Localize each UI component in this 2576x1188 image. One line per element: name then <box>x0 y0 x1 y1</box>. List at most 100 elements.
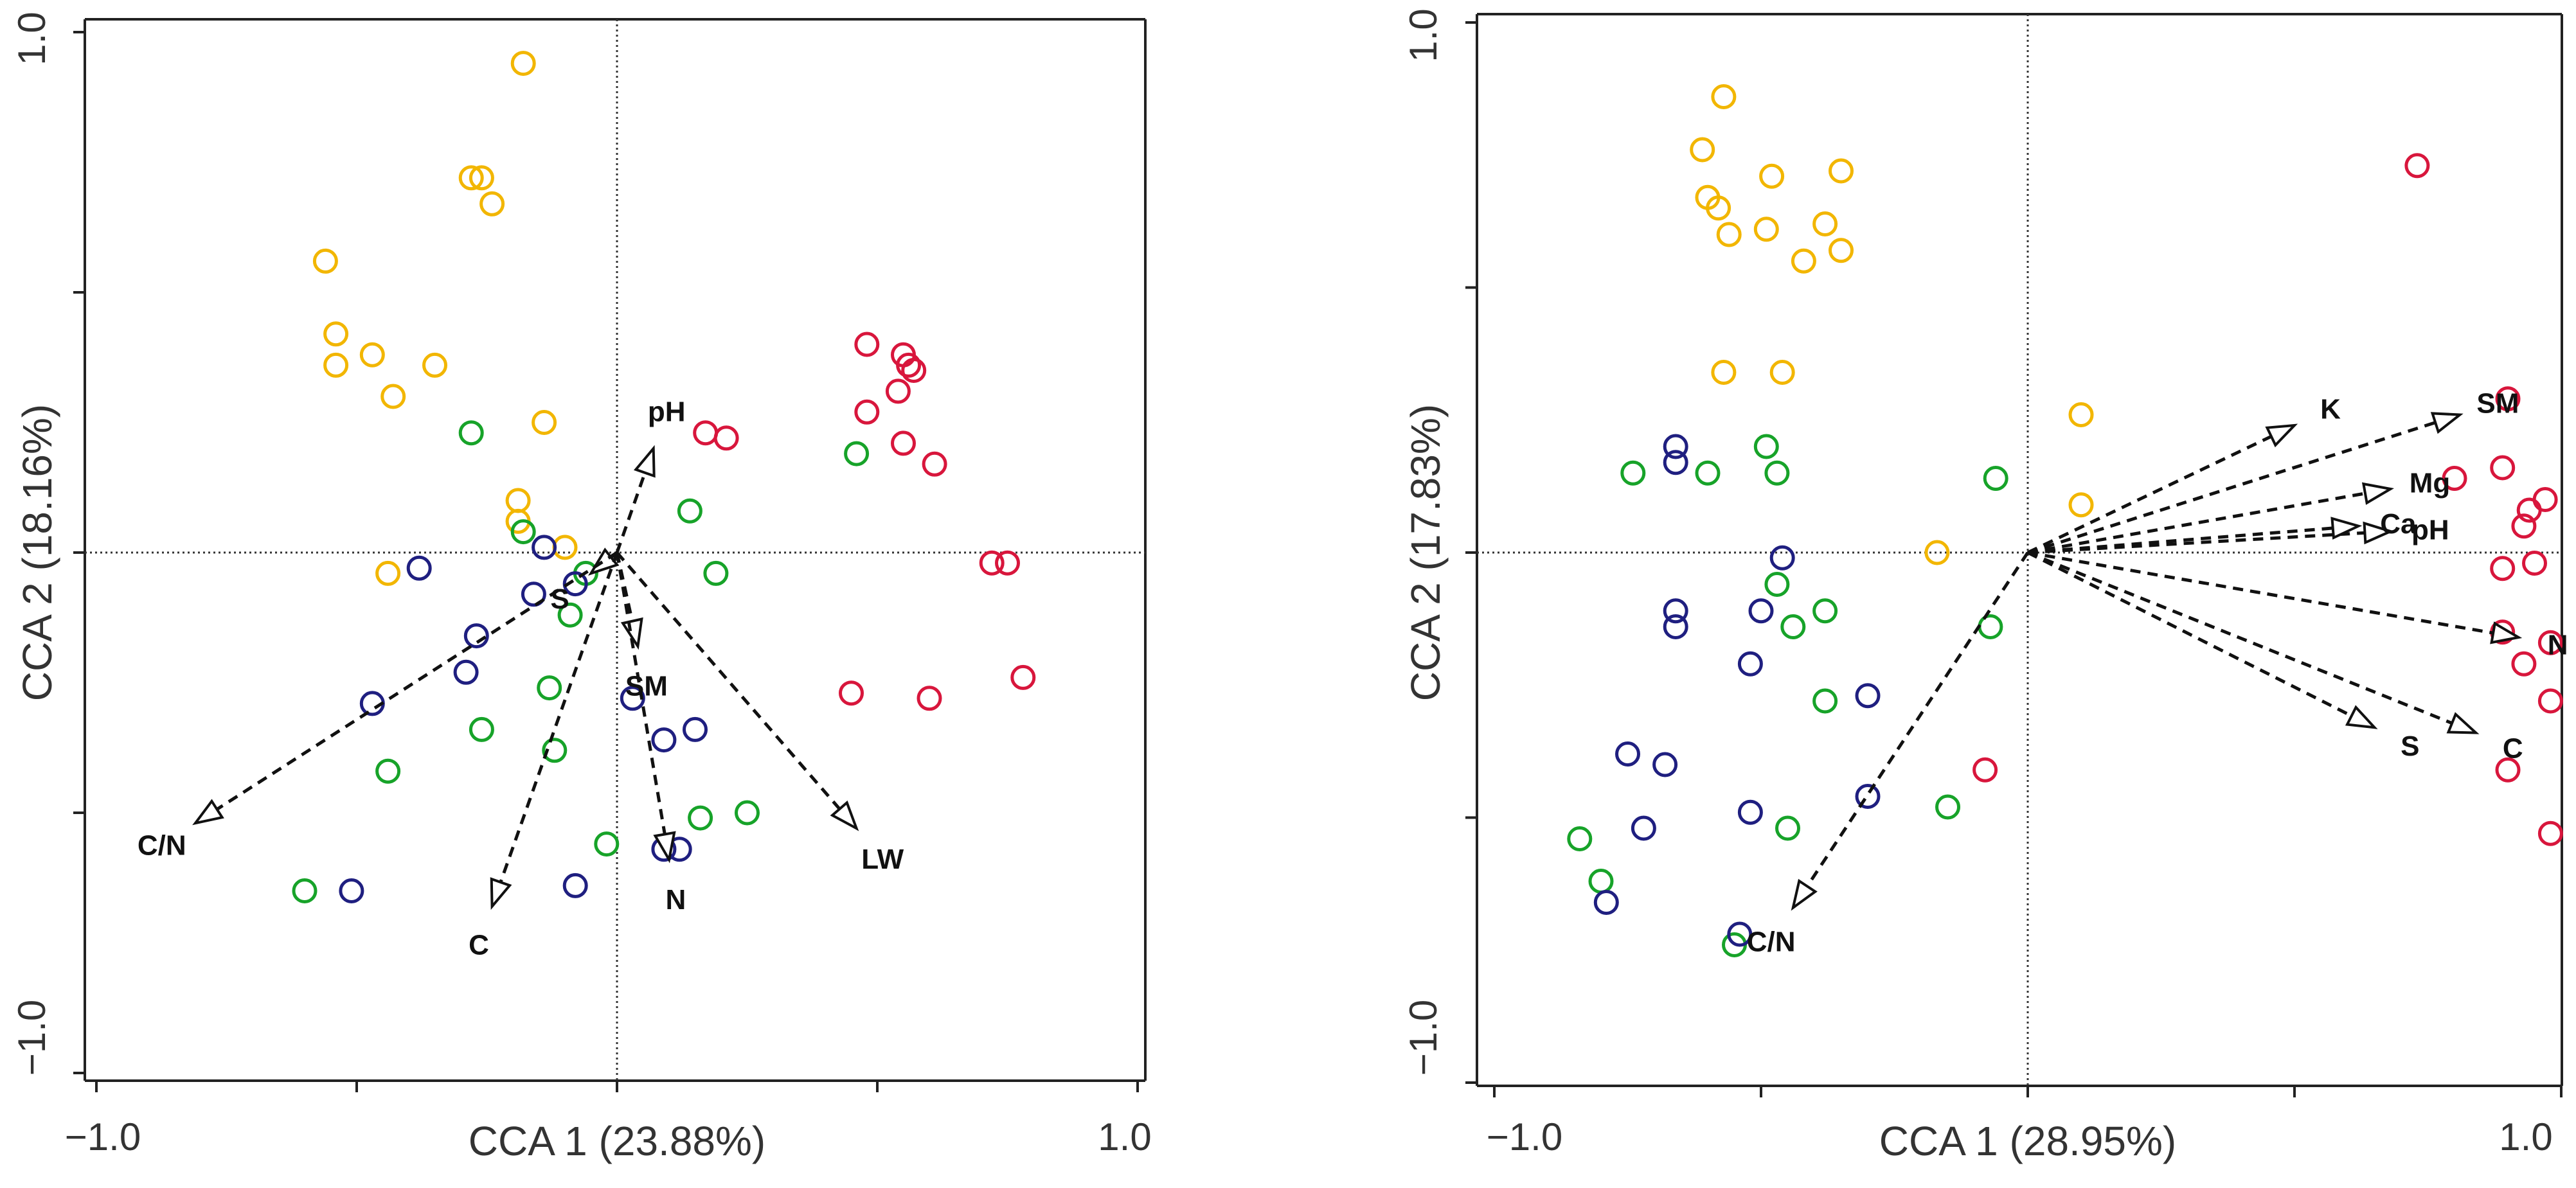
vector-line <box>2027 551 2494 635</box>
site-point-green <box>1812 688 1838 714</box>
site-point-green <box>1567 826 1593 851</box>
site-point-blue <box>1769 545 1795 571</box>
site-point-blue <box>406 555 432 581</box>
site-point-yellow <box>505 488 531 513</box>
site-point-red <box>2537 630 2563 655</box>
site-point-red <box>839 680 864 706</box>
site-point-red <box>2537 820 2563 846</box>
site-point-green <box>375 758 401 784</box>
site-point-red <box>713 425 739 451</box>
site-point-blue <box>1737 799 1763 825</box>
site-point-blue <box>1727 921 1753 947</box>
vector-label: Mg <box>2410 467 2451 499</box>
site-point-yellow <box>532 410 557 435</box>
site-point-green <box>469 716 494 742</box>
site-point-yellow <box>323 352 349 378</box>
vector-label: C/N <box>1747 926 1796 957</box>
site-point-yellow <box>422 352 447 378</box>
site-point-yellow <box>2068 492 2094 518</box>
site-point-yellow <box>469 165 494 191</box>
y-tick-label-min: −1.0 <box>10 1000 53 1076</box>
site-point-yellow <box>1769 360 1795 385</box>
site-point-green <box>735 800 760 826</box>
vector-label: LW <box>861 844 904 875</box>
site-point-red <box>2522 551 2547 576</box>
site-point-green <box>1620 460 1646 486</box>
vector-label: S <box>550 583 569 615</box>
site-point-blue <box>521 581 546 607</box>
y-tick-label-max: 1.0 <box>1402 8 1445 62</box>
site-point-red <box>693 420 719 446</box>
left-panel: CCA 1 (23.88%) CCA 2 (18.16%) −1.0 1.0 1… <box>10 12 1152 1164</box>
vector-arrowhead <box>1791 878 1818 911</box>
site-point-yellow <box>1829 158 1854 184</box>
site-point-blue <box>1663 450 1688 475</box>
site-point-red <box>1010 664 1036 690</box>
site-point-red <box>2537 688 2563 714</box>
site-point-blue <box>1593 890 1619 915</box>
vector-arrowhead <box>2361 482 2395 505</box>
site-point-yellow <box>359 342 385 368</box>
site-point-yellow <box>1812 211 1838 236</box>
vector-line <box>615 552 634 622</box>
site-point-green <box>537 675 562 701</box>
site-point-green <box>1753 434 1779 459</box>
vector-line <box>2027 526 2333 554</box>
vector-label: C/N <box>138 830 186 862</box>
vector-label: N <box>2548 630 2568 661</box>
site-point-yellow <box>1706 195 1731 221</box>
site-point-yellow <box>458 165 484 191</box>
site-point-blue <box>532 535 557 560</box>
site-point-red <box>854 399 880 425</box>
site-point-blue <box>1663 434 1688 459</box>
site-point-yellow <box>1711 360 1737 385</box>
vector-label: SM <box>2476 388 2519 420</box>
site-point-green <box>1588 869 1614 894</box>
site-point-red <box>891 430 916 456</box>
site-point-green <box>1983 466 2008 491</box>
vector-arrowhead <box>2446 712 2480 734</box>
vector-label: C <box>469 929 489 961</box>
x-tick-label-max: 1.0 <box>1098 1115 1151 1158</box>
site-point-blue <box>1663 598 1688 624</box>
site-point-yellow <box>1829 238 1854 263</box>
site-point-green <box>510 519 536 545</box>
site-point-green <box>557 602 583 628</box>
site-point-blue <box>1663 614 1688 639</box>
site-point-blue <box>1855 784 1881 809</box>
site-point-red <box>854 332 880 357</box>
vector-label: SM <box>625 670 668 702</box>
vector-line <box>616 551 841 810</box>
site-point-green <box>703 560 729 586</box>
vector-label: N <box>665 884 686 916</box>
vector-arrowhead <box>192 799 224 826</box>
vector-arrowhead <box>2363 521 2395 545</box>
site-point-red <box>1972 757 1998 783</box>
site-point-blue <box>683 716 708 742</box>
site-point-green <box>594 831 620 857</box>
site-point-yellow <box>1791 248 1816 274</box>
site-point-blue <box>620 686 645 711</box>
site-point-green <box>1812 598 1838 624</box>
site-point-yellow <box>2068 402 2094 427</box>
site-point-green <box>1775 815 1800 841</box>
site-point-yellow <box>1924 540 1950 565</box>
site-point-blue <box>1631 815 1656 841</box>
x-axis-label: CCA 1 (28.95%) <box>1879 1118 2176 1164</box>
x-tick-label-min: −1.0 <box>1487 1115 1562 1158</box>
site-point-yellow <box>375 560 401 586</box>
vector-arrowhead <box>2490 621 2523 644</box>
site-point-green <box>677 498 702 524</box>
site-point-blue <box>562 571 588 597</box>
vector-label: pH <box>648 396 686 427</box>
site-point-blue <box>1737 651 1763 677</box>
site-point-green <box>1695 460 1721 486</box>
site-point-yellow <box>1716 222 1742 247</box>
vector-label: Ca <box>2380 508 2417 540</box>
x-tick-label-max: 1.0 <box>2499 1115 2552 1158</box>
site-point-red <box>995 550 1020 576</box>
site-point-yellow <box>323 321 349 347</box>
site-point-green <box>1978 614 2003 639</box>
site-point-blue <box>651 727 677 753</box>
vector-line <box>2026 551 2352 718</box>
